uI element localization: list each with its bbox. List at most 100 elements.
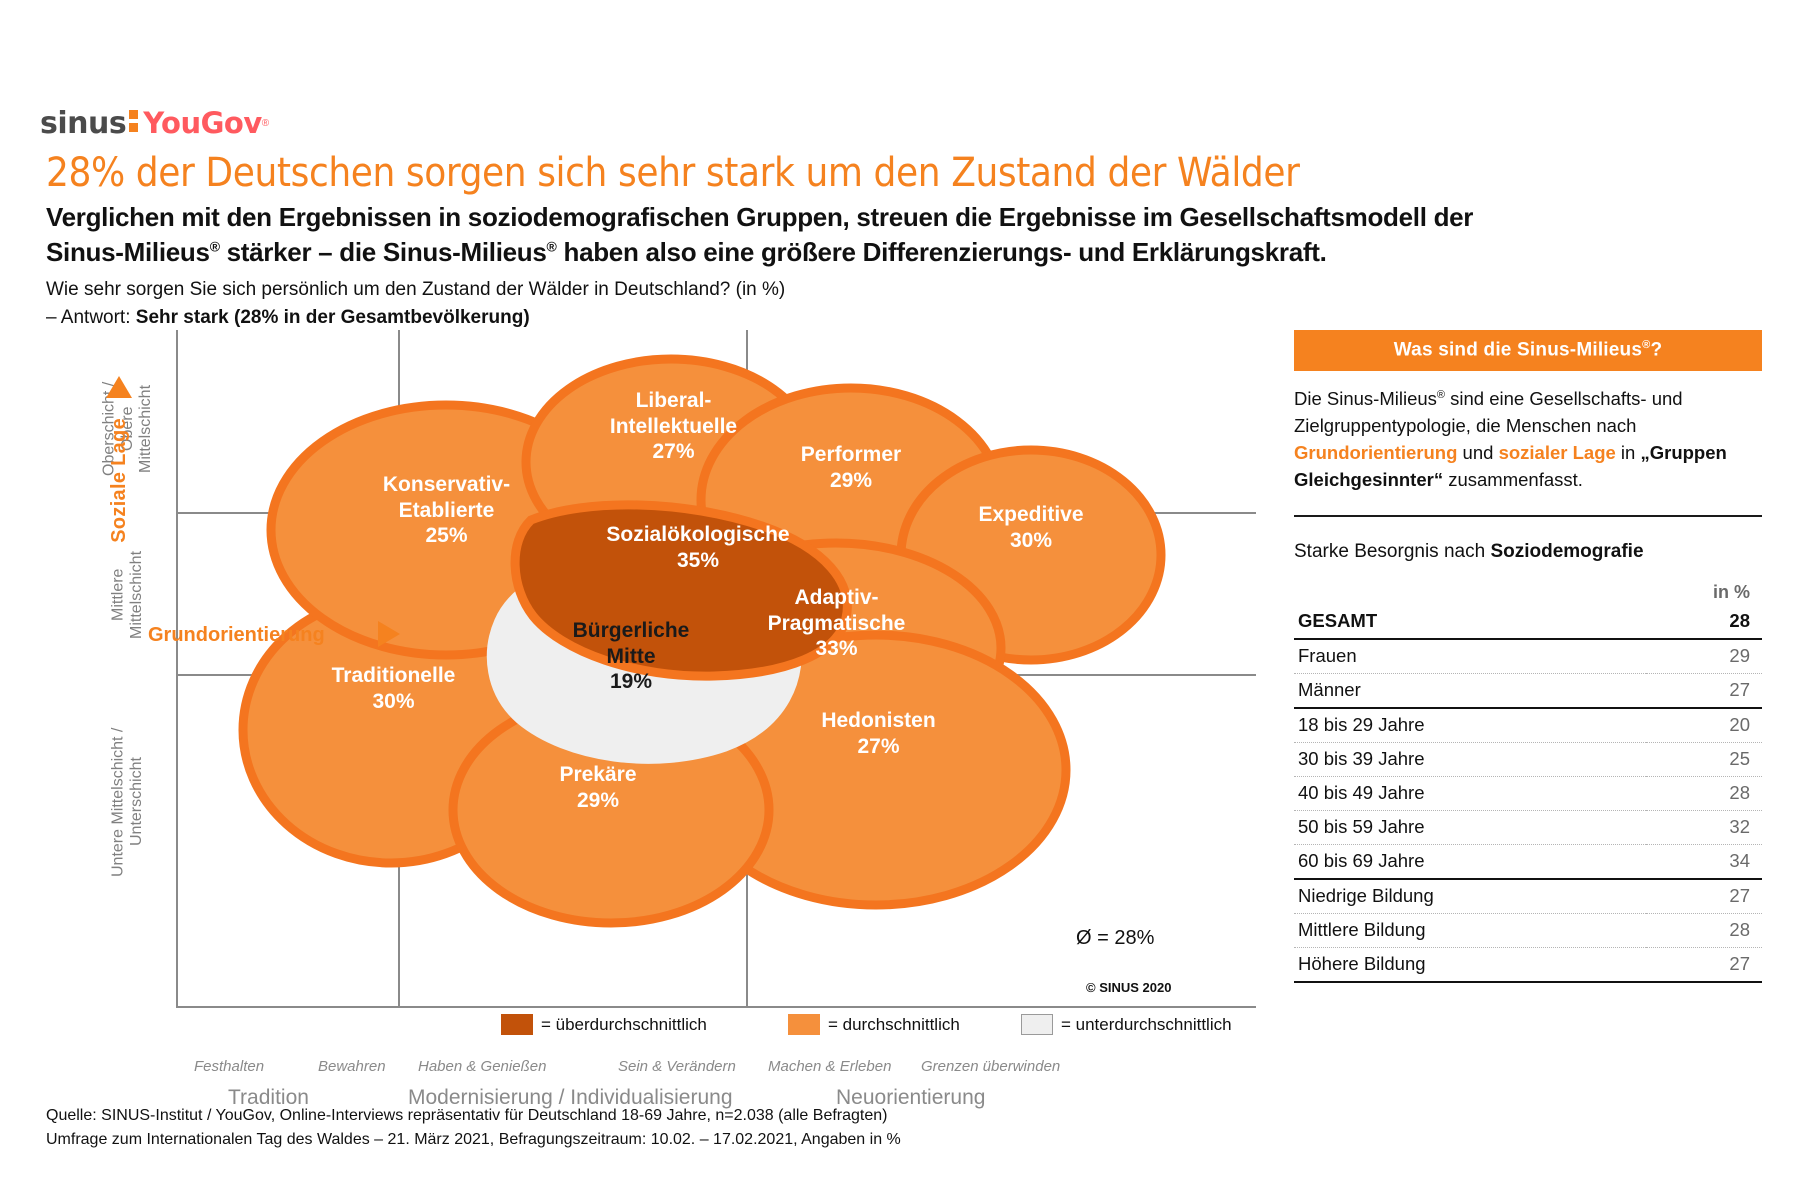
x-sub-bewahren: Bewahren bbox=[318, 1058, 386, 1075]
soziodemografie-table: in % GESAMT 28 Frauen 29 Männer 27 18 bi… bbox=[1294, 577, 1762, 984]
legend-swatch-average bbox=[788, 1014, 820, 1035]
x-sub-festhalten: Festhalten bbox=[194, 1058, 265, 1075]
table-row: 18 bis 29 Jahre 20 bbox=[1294, 708, 1762, 744]
row-value-30-39: 25 bbox=[1646, 742, 1762, 778]
row-label-hoehere-bildung: Höhere Bildung bbox=[1294, 947, 1646, 984]
y-axis-title: Soziale Lage bbox=[108, 418, 130, 543]
chart-legend: = überdurchschnittlich = durchschnittlic… bbox=[46, 1008, 1256, 1056]
table-row: 50 bis 59 Jahre 32 bbox=[1294, 810, 1762, 846]
sinus-milieu-chart: Oberschicht / Obere Mittelschicht Mittle… bbox=[46, 330, 1256, 1060]
body-grundorientierung: Grundorientierung bbox=[1294, 442, 1458, 464]
row-label-50-59: 50 bis 59 Jahre bbox=[1294, 810, 1646, 846]
milieu-bubble-diagram bbox=[238, 354, 1166, 928]
sinus-wordmark: sinus bbox=[40, 105, 127, 141]
x-main-tradition: Tradition bbox=[228, 1086, 309, 1109]
row-value-hoehere-bildung: 27 bbox=[1646, 947, 1762, 984]
row-label-gesamt: GESAMT bbox=[1294, 605, 1646, 641]
survey-question: Wie sehr sorgen Sie sich persönlich um d… bbox=[46, 276, 946, 331]
legend-label-over: = überdurchschnittlich bbox=[541, 1014, 707, 1034]
row-label-frauen: Frauen bbox=[1294, 639, 1646, 675]
x-axis-title: Grundorientierung bbox=[148, 624, 325, 646]
body-t1: Die Sinus-Milieus bbox=[1294, 388, 1437, 410]
table-row: Frauen 29 bbox=[1294, 639, 1762, 675]
row-label-mittlere-bildung: Mittlere Bildung bbox=[1294, 913, 1646, 949]
subtitle: Verglichen mit den Ergebnissen in soziod… bbox=[46, 200, 1546, 269]
side-panel-header-suffix: ? bbox=[1650, 339, 1663, 361]
x-axis-labels: Festhalten Bewahren Haben & Genießen Sei… bbox=[46, 1056, 1256, 1128]
subtitle-line2-c: haben also eine größere Differenzierungs… bbox=[556, 236, 1327, 267]
unit-spacer bbox=[1294, 577, 1646, 605]
side-panel-divider bbox=[1294, 515, 1762, 518]
side-panel-header-reg: ® bbox=[1642, 339, 1651, 351]
registered-mark-sub1: ® bbox=[209, 237, 220, 254]
legend-label-average: = durchschnittlich bbox=[828, 1014, 960, 1034]
soziale-lage-arrow-icon bbox=[106, 376, 132, 398]
table-row: 60 bis 69 Jahre 34 bbox=[1294, 844, 1762, 881]
legend-swatch-under bbox=[1021, 1014, 1053, 1035]
row-value-18-29: 20 bbox=[1646, 708, 1762, 744]
legend-item-average: = durchschnittlich bbox=[788, 1014, 960, 1035]
body-soziale-lage: sozialer Lage bbox=[1498, 442, 1616, 464]
body-reg: ® bbox=[1436, 389, 1446, 402]
average-annotation: Ø = 28% bbox=[1076, 927, 1155, 949]
source-line1: Quelle: SINUS-Institut / YouGov, Online-… bbox=[46, 1107, 888, 1124]
unit-header: in % bbox=[1712, 582, 1750, 603]
row-label-18-29: 18 bis 29 Jahre bbox=[1294, 708, 1646, 744]
table-row: 30 bis 39 Jahre 25 bbox=[1294, 742, 1762, 778]
x-sub-grenzen-ueberwinden: Grenzen überwinden bbox=[921, 1058, 1061, 1075]
x-main-modernisierung: Modernisierung / Individualisierung bbox=[408, 1086, 733, 1109]
x-sub-machen-erleben: Machen & Erleben bbox=[768, 1058, 892, 1075]
table-row: 40 bis 49 Jahre 28 bbox=[1294, 776, 1762, 812]
subtitle-line2-a: Sinus-Milieus bbox=[46, 236, 210, 267]
body-t4: in bbox=[1615, 442, 1641, 464]
row-value-mittlere-bildung: 28 bbox=[1646, 913, 1762, 949]
x-main-neuorientierung: Neuorientierung bbox=[836, 1086, 986, 1109]
x-sub-haben-geniessen: Haben & Genießen bbox=[418, 1058, 547, 1075]
top-green-band bbox=[0, 0, 1800, 58]
row-label-60-69: 60 bis 69 Jahre bbox=[1294, 844, 1646, 881]
registered-mark: ® bbox=[261, 117, 270, 129]
table-row: Männer 27 bbox=[1294, 673, 1762, 710]
row-label-40-49: 40 bis 49 Jahre bbox=[1294, 776, 1646, 812]
side-panel: Was sind die Sinus-Milieus®? Die Sinus-M… bbox=[1294, 330, 1762, 984]
side-panel-header-text: Was sind die Sinus-Milieus bbox=[1393, 339, 1643, 361]
registered-mark-sub2: ® bbox=[546, 237, 557, 254]
row-value-40-49: 28 bbox=[1646, 776, 1762, 812]
row-label-30-39: 30 bis 39 Jahre bbox=[1294, 742, 1646, 778]
row-value-maenner: 27 bbox=[1646, 673, 1762, 710]
chart-copyright: © SINUS 2020 bbox=[1086, 980, 1172, 995]
row-value-niedrige-bildung: 27 bbox=[1646, 879, 1762, 915]
logo-colon-icon bbox=[129, 110, 139, 136]
grid-vertical-left bbox=[176, 330, 178, 1006]
answer-prefix: – Antwort: bbox=[46, 306, 136, 328]
legend-item-over: = überdurchschnittlich bbox=[501, 1014, 707, 1035]
legend-item-under: = unterdurchschnittlich bbox=[1021, 1014, 1232, 1035]
row-label-maenner: Männer bbox=[1294, 673, 1646, 710]
source-line2: Umfrage zum Internationalen Tag des Wald… bbox=[46, 1131, 901, 1148]
body-t3: und bbox=[1457, 442, 1499, 464]
table-title-bold: Soziodemografie bbox=[1490, 541, 1644, 563]
subtitle-line1: Verglichen mit den Ergebnissen in soziod… bbox=[46, 202, 1474, 232]
row-label-niedrige-bildung: Niedrige Bildung bbox=[1294, 879, 1646, 915]
table-title-normal: Starke Besorgnis nach bbox=[1294, 541, 1491, 563]
body-t5: zusammenfasst. bbox=[1443, 469, 1583, 491]
row-value-frauen: 29 bbox=[1646, 639, 1762, 675]
body-t2: sind eine Gesellschafts- und Zielgruppen… bbox=[1294, 388, 1683, 437]
source-footnote: Quelle: SINUS-Institut / YouGov, Online-… bbox=[46, 1104, 901, 1152]
table-row: GESAMT 28 bbox=[1294, 605, 1762, 641]
page-title: 28% der Deutschen sorgen sich sehr stark… bbox=[46, 150, 1300, 196]
grid-baseline bbox=[176, 1006, 1256, 1008]
subtitle-line2-b: stärker – die Sinus-Milieus bbox=[219, 236, 547, 267]
table-row: Höhere Bildung 27 bbox=[1294, 947, 1762, 984]
table-body: in % GESAMT 28 Frauen 29 Männer 27 18 bi… bbox=[1294, 577, 1762, 984]
legend-label-under: = unterdurchschnittlich bbox=[1061, 1014, 1232, 1034]
yougov-wordmark: YouGov bbox=[143, 106, 262, 140]
grundorientierung-arrow-icon bbox=[378, 621, 400, 647]
table-title: Starke Besorgnis nach Soziodemografie bbox=[1294, 541, 1762, 563]
question-line1: Wie sehr sorgen Sie sich persönlich um d… bbox=[46, 279, 786, 300]
slide-canvas: sinus YouGov ® 28% der Deutschen sorgen s… bbox=[0, 58, 1800, 1148]
row-value-60-69: 34 bbox=[1646, 844, 1762, 881]
side-panel-body: Die Sinus-Milieus® sind eine Gesellschaf… bbox=[1294, 385, 1762, 493]
brand-logo: sinus YouGov ® bbox=[40, 105, 270, 141]
bubble-sozialoekologische[interactable] bbox=[510, 500, 852, 681]
